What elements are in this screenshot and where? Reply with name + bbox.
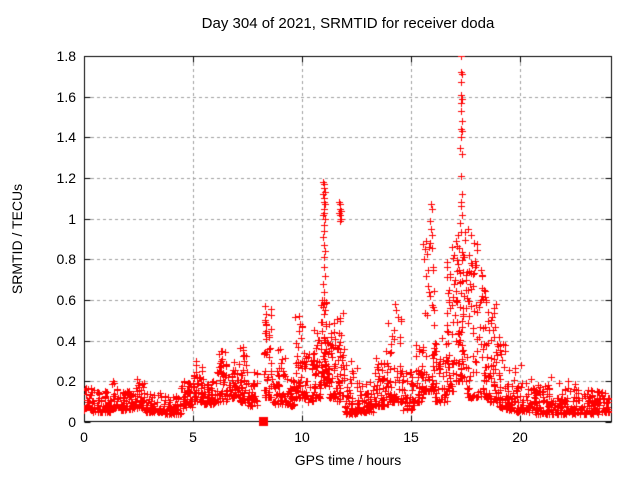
- chart-title: Day 304 of 2021, SRMTID for receiver dod…: [201, 15, 495, 32]
- y-tick-label: 1.8: [56, 48, 76, 64]
- y-tick-label: 1.4: [56, 129, 76, 146]
- y-tick-label: 1.6: [56, 88, 76, 105]
- y-tick-label: 0: [68, 414, 76, 430]
- y-tick-label: 0.6: [56, 292, 76, 308]
- y-axis-title-text: SRMTID / TECUs: [9, 183, 25, 295]
- x-tick-label: 10: [294, 429, 310, 445]
- x-tick-label: 0: [80, 429, 88, 445]
- y-tick-label: 1: [68, 210, 76, 227]
- y-tick-label: 0.2: [56, 373, 76, 390]
- y-tick-label: 1.2: [56, 170, 76, 186]
- x-tick-label: 15: [403, 429, 419, 445]
- y-tick-label: 0.8: [56, 251, 76, 268]
- x-tick-label: 20: [512, 429, 528, 445]
- x-axis-title: GPS time / hours: [294, 452, 402, 468]
- y-tick-label: 0.4: [56, 332, 76, 349]
- x-tick-label: 5: [189, 429, 197, 445]
